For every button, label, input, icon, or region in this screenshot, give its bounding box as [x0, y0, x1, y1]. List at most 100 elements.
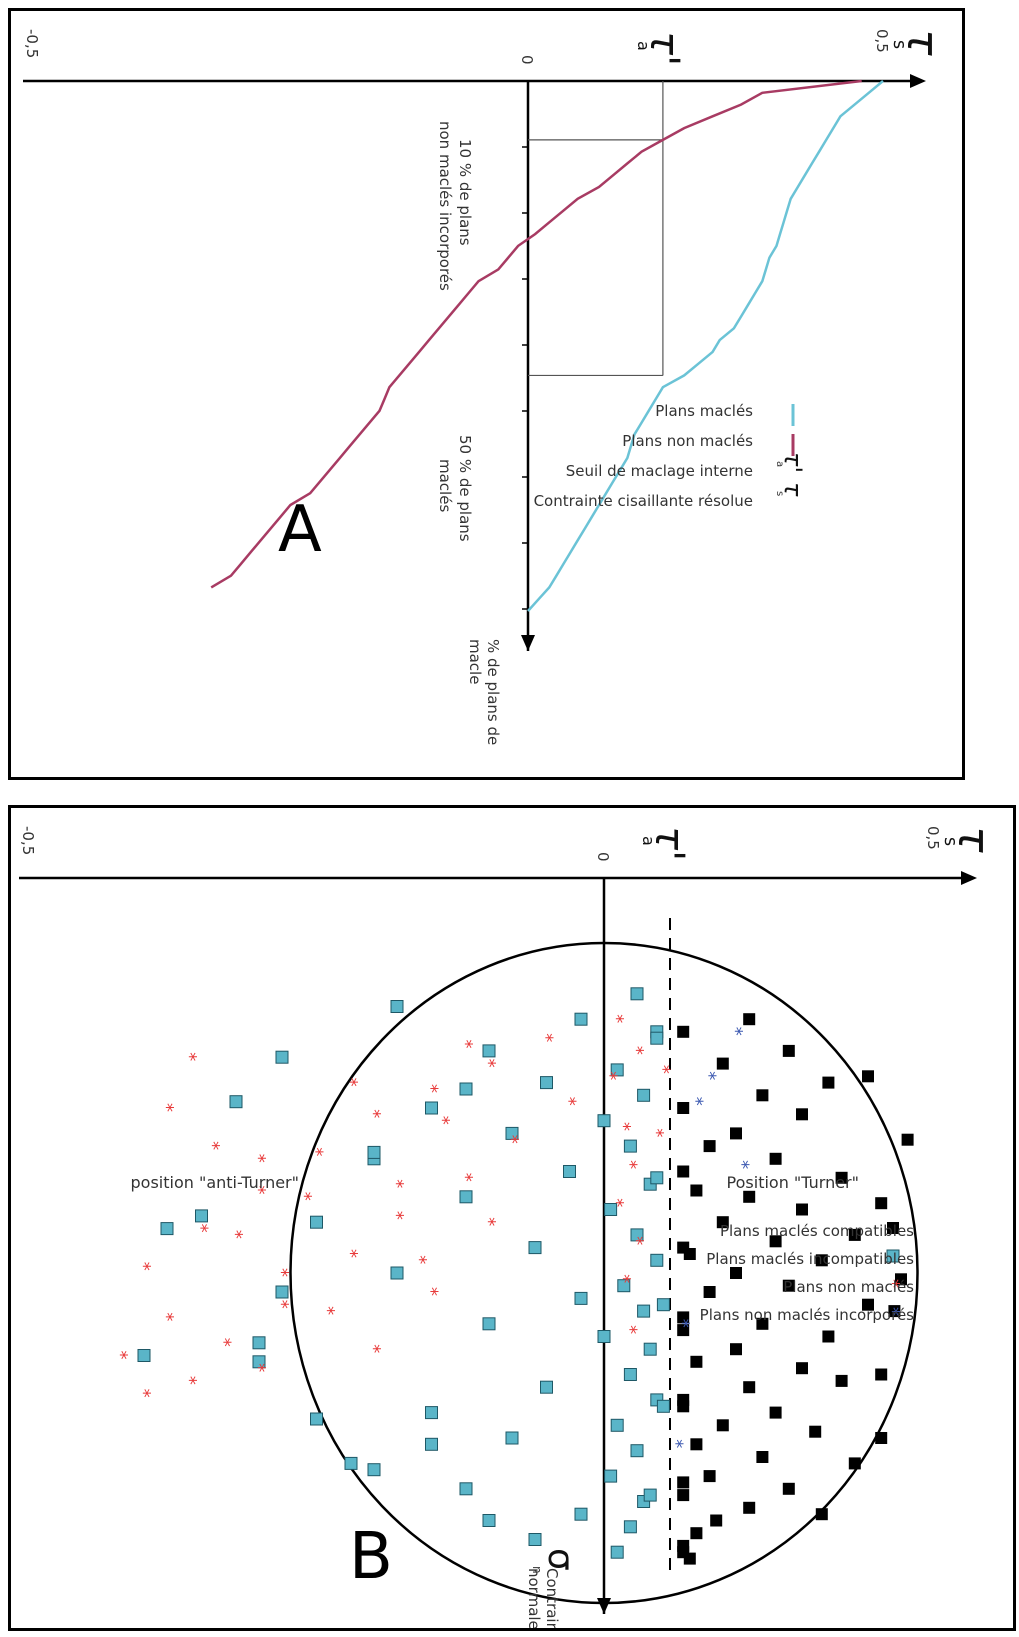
marker-square — [390, 1000, 404, 1013]
marker-square — [756, 1317, 769, 1330]
tau-a-threshold-symbol-subscript: a — [634, 41, 653, 51]
marker-square — [782, 1044, 795, 1057]
marker-square — [310, 1215, 323, 1229]
annotation-50-line2: maclés — [436, 459, 454, 512]
marker-square — [862, 1070, 874, 1083]
marker-square — [716, 1216, 729, 1229]
marker-square — [623, 1520, 637, 1534]
marker-square — [743, 1190, 756, 1203]
marker-star: * — [652, 1065, 673, 1074]
marker-star: * — [409, 1255, 430, 1264]
series-plans-non-macles-line — [210, 79, 862, 589]
series-plans-macles-line — [527, 80, 884, 612]
marker-square — [743, 1013, 756, 1026]
marker-square — [677, 1400, 690, 1413]
marker-star: * — [619, 1325, 640, 1334]
marker-star: * — [421, 1084, 442, 1093]
marker-star: * — [306, 1147, 327, 1156]
x-axis-arrow — [597, 1598, 611, 1614]
marker-star: * — [294, 1192, 315, 1201]
marker-square — [756, 1451, 769, 1463]
marker-square — [425, 1406, 438, 1420]
marker-star: * — [432, 1116, 453, 1125]
legend-symbol-2: τ' — [779, 452, 807, 473]
panel-a: 0,5 0 -0,5 τ s τ' a 10 % de plans non maclés inc… — [8, 8, 965, 780]
marker-square — [815, 1254, 828, 1267]
marker-square — [610, 1418, 624, 1432]
marker-star: * — [156, 1312, 177, 1321]
marker-square — [677, 1489, 690, 1502]
legend-panel-a: Plans maclés Plans non maclés τ'a Seuil de … — [534, 402, 807, 510]
marker-star: * — [672, 1319, 693, 1328]
x-axis-label-line2: normale — [525, 1568, 543, 1630]
marker-square — [716, 1419, 729, 1432]
marker-star: * — [363, 1344, 384, 1353]
marker-square — [716, 1057, 729, 1070]
marker-square — [643, 1488, 657, 1502]
marker-square — [848, 1228, 861, 1241]
x-axis-label-line1: Contrainte — [543, 1568, 561, 1631]
marker-square — [252, 1336, 266, 1350]
annotation-10-line1: 10 % de plans — [456, 139, 474, 246]
marker-star: * — [536, 1033, 557, 1042]
marker-square — [809, 1425, 822, 1438]
turner-label: Position "Turner" — [727, 1173, 859, 1192]
marker-square — [690, 1438, 703, 1451]
marker-star: * — [666, 1439, 687, 1448]
marker-square — [623, 1139, 637, 1153]
marker-square — [796, 1362, 808, 1375]
marker-square — [677, 1102, 690, 1114]
marker-star: * — [606, 1014, 627, 1023]
series-3: * * * * * * — [666, 1027, 753, 1449]
marker-square — [690, 1527, 703, 1540]
marker-square — [835, 1374, 848, 1387]
marker-square — [528, 1533, 542, 1546]
marker-square — [769, 1235, 782, 1248]
legend-label-2: Seuil de maclage interne — [566, 462, 753, 480]
marker-square — [563, 1165, 576, 1178]
panel-divider — [8, 780, 958, 806]
marker-star: * — [613, 1122, 634, 1131]
tau-s-axis-symbol: τs — [889, 29, 948, 56]
marker-square — [796, 1108, 808, 1121]
annotation-50-line1: 50 % de plans — [456, 435, 474, 542]
legend-label-1: Plans maclés incompatibles — [706, 1250, 914, 1268]
marker-square — [756, 1089, 769, 1102]
marker-square — [482, 1514, 496, 1527]
marker-square — [229, 1095, 243, 1109]
marker-square — [677, 1025, 690, 1038]
marker-square — [390, 1266, 404, 1280]
legend-star-2: * — [882, 1279, 903, 1288]
marker-star: * — [478, 1217, 499, 1226]
marker-square — [690, 1355, 703, 1368]
marker-square — [710, 1514, 723, 1527]
marker-square — [604, 1469, 618, 1483]
marker-square — [604, 1203, 618, 1216]
legend-label-1: Plans non maclés — [622, 432, 753, 450]
marker-square — [459, 1082, 473, 1096]
marker-star: * — [214, 1338, 235, 1347]
marker-star: * — [699, 1071, 720, 1080]
marker-square — [528, 1241, 542, 1255]
marker-square — [630, 1444, 644, 1458]
marker-star: * — [478, 1059, 499, 1068]
legend-label-3: Plans non maclés incorporés — [700, 1306, 915, 1324]
marker-square — [875, 1197, 888, 1210]
marker-square — [425, 1437, 438, 1451]
marker-square — [703, 1286, 716, 1298]
marker-star: * — [600, 1071, 621, 1080]
y-tick-zero: 0 — [518, 55, 536, 65]
marker-square — [367, 1463, 381, 1477]
marker-star: * — [225, 1230, 246, 1239]
marker-square — [630, 987, 644, 1001]
marker-square — [597, 1114, 611, 1128]
legend-label-0: Plans maclés — [655, 402, 753, 420]
legend-label-0: Plans maclés compatibles — [720, 1222, 914, 1240]
legend-subscript-3: s — [774, 491, 785, 496]
marker-square — [459, 1190, 473, 1204]
marker-star: * — [179, 1376, 200, 1385]
annotation-10-line2: non maclés incorporés — [436, 121, 454, 291]
marker-star: * — [340, 1249, 361, 1258]
y-axis-arrow — [961, 871, 977, 885]
